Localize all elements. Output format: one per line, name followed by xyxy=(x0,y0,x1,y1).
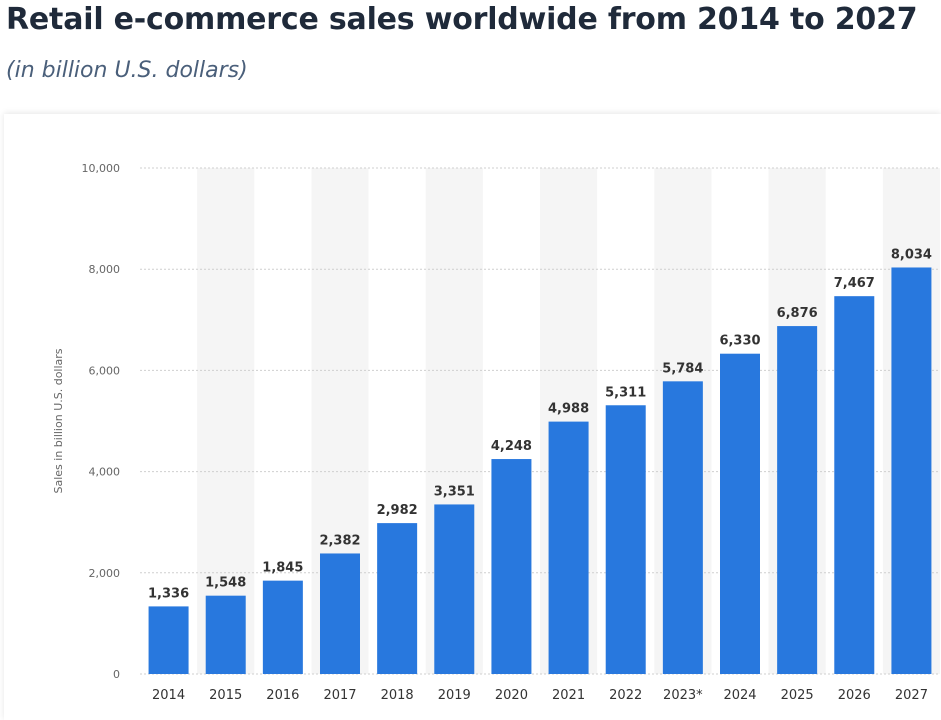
y-tick-labels: 0 2,000 4,000 6,000 8,000 10,000 xyxy=(82,162,121,681)
bar[interactable] xyxy=(205,595,246,674)
value-label: 6,330 xyxy=(719,334,760,349)
x-tick-label: 2015 xyxy=(209,688,242,703)
bar[interactable] xyxy=(148,606,189,674)
value-label: 1,548 xyxy=(205,576,246,591)
value-label: 4,988 xyxy=(548,402,589,417)
y-tick-label: 2,000 xyxy=(89,567,121,580)
value-label: 1,336 xyxy=(148,586,189,601)
x-tick-label: 2019 xyxy=(438,688,471,703)
value-label: 3,351 xyxy=(434,484,475,499)
bar[interactable] xyxy=(720,353,760,674)
bar[interactable] xyxy=(491,459,532,674)
x-tick-label: 2023* xyxy=(663,688,703,703)
bar[interactable] xyxy=(834,296,875,674)
y-tick-label: 0 xyxy=(113,668,120,681)
y-tick-label: 10,000 xyxy=(82,162,121,175)
bar[interactable] xyxy=(548,421,589,674)
value-label: 5,311 xyxy=(605,385,646,400)
value-label: 6,876 xyxy=(777,306,818,321)
y-tick-label: 6,000 xyxy=(89,364,121,377)
x-tick-label: 2017 xyxy=(323,688,356,703)
value-label: 5,784 xyxy=(662,361,703,376)
value-label: 4,248 xyxy=(491,439,532,454)
bar[interactable] xyxy=(262,580,303,674)
chart-title: Retail e-commerce sales worldwide from 2… xyxy=(6,2,918,37)
column-stripe xyxy=(197,168,255,674)
x-tick-label: 2016 xyxy=(266,688,299,703)
x-tick-label: 2024 xyxy=(723,688,756,703)
bar[interactable] xyxy=(320,553,360,674)
y-tick-label: 4,000 xyxy=(89,466,121,479)
value-label: 8,034 xyxy=(891,247,932,262)
x-tick-label: 2021 xyxy=(552,688,585,703)
chart-subtitle: (in billion U.S. dollars) xyxy=(6,58,248,83)
x-tick-labels: 2014 2015 2016 2017 2018 2019 2020 2021 2022 2023… xyxy=(152,688,928,703)
x-tick-label: 2027 xyxy=(895,688,928,703)
value-label: 7,467 xyxy=(834,276,875,291)
bar[interactable] xyxy=(377,523,418,674)
value-label: 2,982 xyxy=(377,503,418,518)
x-tick-label: 2020 xyxy=(495,688,528,703)
value-label: 2,382 xyxy=(319,533,360,548)
value-labels: 1,336 1,548 1,845 2,382 2,982 3,351 4,248 4,988… xyxy=(148,247,932,601)
x-tick-label: 2018 xyxy=(381,688,414,703)
bar[interactable] xyxy=(605,405,646,674)
x-tick-label: 2025 xyxy=(781,688,814,703)
bar[interactable] xyxy=(662,381,703,674)
bar[interactable] xyxy=(434,504,475,674)
x-tick-label: 2014 xyxy=(152,688,185,703)
x-tick-label: 2026 xyxy=(838,688,871,703)
y-tick-label: 8,000 xyxy=(89,263,121,276)
y-axis-label: Sales in billion U.S. dollars xyxy=(52,348,65,493)
bar[interactable] xyxy=(891,267,932,674)
bar[interactable] xyxy=(777,326,818,674)
value-label: 1,845 xyxy=(262,561,303,576)
bars xyxy=(148,267,932,674)
x-tick-label: 2022 xyxy=(609,688,642,703)
